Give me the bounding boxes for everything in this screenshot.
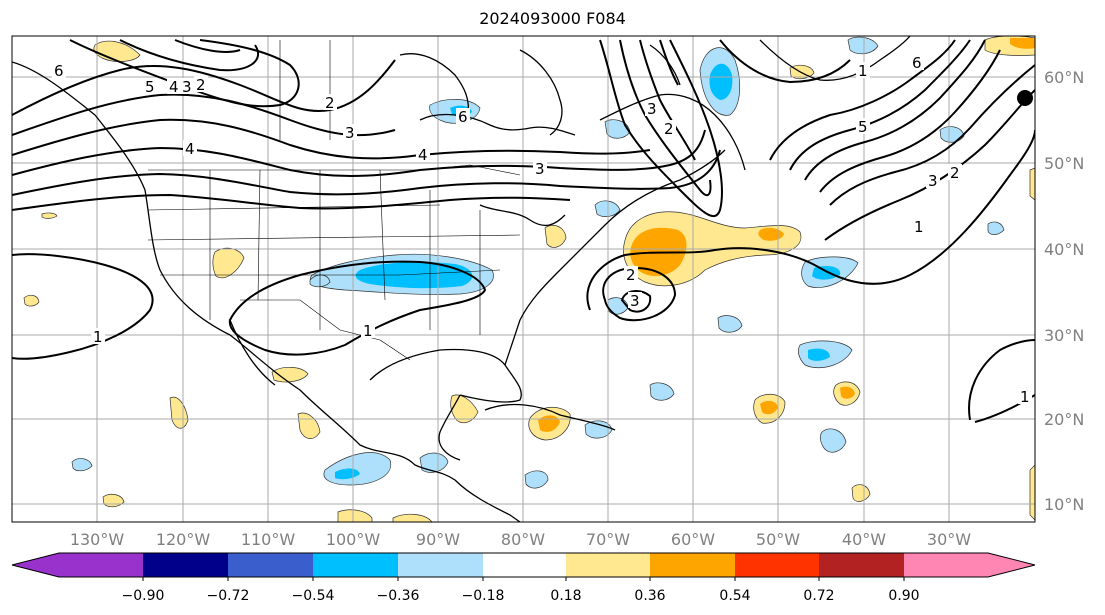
map-title: 2024093000 F084 — [479, 9, 626, 28]
map-frame — [11, 35, 1036, 523]
colorbar-tick-label: −0.36 — [377, 588, 420, 604]
contour-label: 5 — [858, 118, 868, 136]
colorbar-extend-high — [988, 553, 1035, 577]
lon-label: 110°W — [241, 530, 296, 549]
colorbar-segment — [313, 553, 398, 577]
contour-label: 1 — [1020, 388, 1030, 406]
longitude-labels: 130°W 120°W 110°W 100°W 90°W 80°W 70°W 6… — [70, 530, 971, 549]
lat-label: 30°N — [1044, 326, 1084, 345]
contour-label: 3 — [535, 160, 545, 178]
lat-label: 60°N — [1044, 68, 1084, 87]
coastlines — [12, 36, 911, 522]
contour-label: 3 — [630, 292, 640, 310]
contour-label: 6 — [912, 54, 922, 72]
contour-label: 3 — [928, 172, 938, 190]
contour-label: 4 — [418, 146, 428, 164]
contour-label: 1 — [363, 322, 373, 340]
colorbar: −0.90 −0.72 −0.54 −0.36 −0.18 0.18 0.36 … — [11, 552, 1036, 604]
lon-label: 40°W — [842, 530, 886, 549]
colorbar-segment — [228, 553, 313, 577]
lon-label: 80°W — [501, 530, 545, 549]
contour-label: 1 — [914, 218, 924, 236]
lon-label: 90°W — [416, 530, 460, 549]
lat-label: 10°N — [1044, 495, 1084, 514]
lat-label: 50°N — [1044, 154, 1084, 173]
colorbar-tick-label: 0.36 — [634, 588, 665, 604]
lon-label: 120°W — [156, 530, 211, 549]
lon-label: 30°W — [927, 530, 971, 549]
contour-label: 2 — [626, 266, 636, 284]
lon-label: 100°W — [326, 530, 381, 549]
lat-label: 20°N — [1044, 410, 1084, 429]
contour-label: 2 — [325, 94, 335, 112]
contour-label: 3 — [647, 100, 657, 118]
colorbar-segment — [59, 553, 143, 577]
colorbar-tick-label: −0.72 — [207, 588, 250, 604]
height-contours — [12, 39, 1035, 423]
latitude-labels: 60°N 50°N 40°N 30°N 20°N 10°N — [1044, 68, 1084, 514]
colorbar-segment — [566, 553, 650, 577]
colorbar-tick-label: −0.90 — [122, 588, 165, 604]
contour-label: 3 — [345, 124, 355, 142]
colorbar-segment — [650, 553, 735, 577]
contour-label: 5 — [145, 78, 155, 96]
contour-label: 4 — [185, 140, 195, 158]
colorbar-segment — [143, 553, 228, 577]
colorbar-segment — [819, 553, 904, 577]
contour-label: 1 — [93, 328, 103, 346]
lon-label: 70°W — [586, 530, 630, 549]
colorbar-tick-label: −0.18 — [462, 588, 505, 604]
colorbar-segment — [904, 553, 988, 577]
lon-label: 60°W — [671, 530, 715, 549]
location-marker — [1017, 90, 1033, 106]
contour-label: 2 — [196, 76, 206, 94]
lon-label: 50°W — [756, 530, 800, 549]
colorbar-segment — [735, 553, 819, 577]
colorbar-segment — [398, 553, 483, 577]
colorbar-tick-label: 0.54 — [719, 588, 750, 604]
colorbar-extend-low — [12, 553, 59, 577]
colorbar-segment — [483, 553, 566, 577]
contour-label: 2 — [664, 120, 674, 138]
colorbar-tick-label: −0.54 — [292, 588, 335, 604]
contour-label: 2 — [950, 164, 960, 182]
contour-label: 3 — [182, 78, 192, 96]
colorbar-tick-label: 0.90 — [888, 588, 919, 604]
lat-label: 40°N — [1044, 240, 1084, 259]
contour-label: 4 — [169, 78, 179, 96]
colorbar-outline — [11, 552, 1036, 578]
contour-labels: 6 5 4 3 2 4 2 3 4 6 6 3 2 3 — [52, 54, 1032, 406]
colorbar-tick-label: 0.18 — [550, 588, 581, 604]
contour-label: 1 — [858, 62, 868, 80]
colorbar-tick-label: 0.72 — [803, 588, 834, 604]
lon-label: 130°W — [70, 530, 125, 549]
contour-label: 6 — [54, 62, 64, 80]
contour-label: 6 — [458, 108, 468, 126]
